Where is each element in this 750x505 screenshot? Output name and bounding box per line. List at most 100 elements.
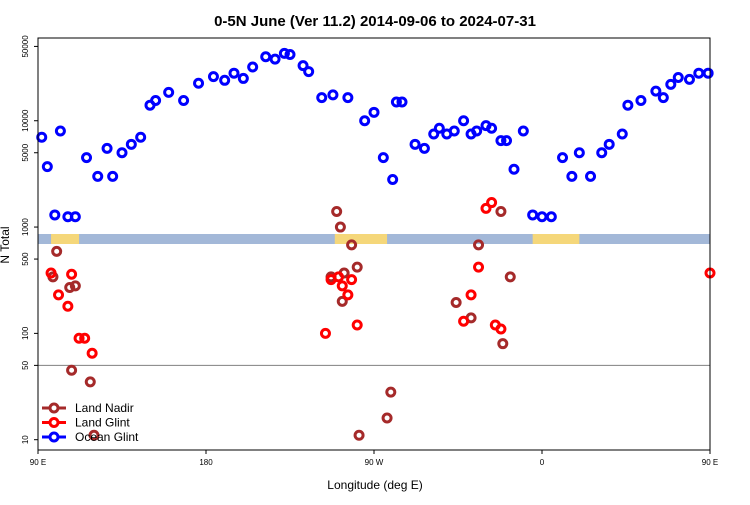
land-nadir-point xyxy=(450,297,462,309)
land-glint-point xyxy=(62,300,74,312)
ocean-glint-point xyxy=(396,96,408,108)
land-strip-1 xyxy=(334,234,388,244)
land-nadir-point xyxy=(84,376,96,388)
ocean-glint-legend-marker xyxy=(48,431,60,443)
ocean-glint-point xyxy=(585,170,597,182)
ocean-glint-point xyxy=(237,72,249,84)
land-nadir-point xyxy=(88,429,100,441)
ocean-glint-point xyxy=(92,170,104,182)
ocean-glint-point xyxy=(228,67,240,79)
y-axis-label: N Total xyxy=(0,226,12,263)
land-glint-point xyxy=(45,267,57,279)
land-glint-point xyxy=(336,280,348,292)
land-nadir-point xyxy=(69,280,81,292)
land-glint-point xyxy=(346,274,358,286)
ocean-glint-point xyxy=(573,147,585,159)
ocean-glint-point xyxy=(390,96,402,108)
ocean-glint-point xyxy=(545,211,557,223)
y-tick-label: 100 xyxy=(21,326,30,340)
ocean-glint-point xyxy=(508,163,520,175)
ocean-glint-point xyxy=(596,147,608,159)
land-nadir-point xyxy=(385,386,397,398)
ocean-glint-point xyxy=(458,115,470,127)
ocean-glint-point xyxy=(693,67,705,79)
land-glint-point xyxy=(73,332,85,344)
x-axis-label: Longitude (deg E) xyxy=(327,478,422,492)
ocean-glint-point xyxy=(125,138,137,150)
land-nadir-point xyxy=(66,364,78,376)
ocean-glint-point xyxy=(101,142,113,154)
y-tick-label: 500 xyxy=(21,252,30,266)
ocean-glint-point xyxy=(702,67,714,79)
y-tick-label: 10000 xyxy=(21,109,30,132)
x-tick-label: 90 E xyxy=(702,458,718,467)
ocean-glint-point xyxy=(284,48,296,60)
land-nadir-point xyxy=(495,206,507,218)
ocean-glint-point xyxy=(207,71,219,83)
data-points xyxy=(36,47,716,441)
land-nadir-point xyxy=(334,221,346,233)
ocean-glint-point xyxy=(428,128,440,140)
ocean-glint-point xyxy=(377,152,389,164)
ocean-glint-point xyxy=(193,77,205,89)
ocean-glint-point xyxy=(603,138,615,150)
ocean-glint-point xyxy=(107,170,119,182)
ocean-glint-point xyxy=(566,170,578,182)
x-tick-label: 0 xyxy=(540,458,545,467)
ocean-glint-point xyxy=(135,131,147,143)
ocean-glint-point xyxy=(316,92,328,104)
ocean-glint-point xyxy=(359,115,371,127)
ocean-glint-point xyxy=(635,94,647,106)
chart-title: 0-5N June (Ver 11.2) 2014-09-06 to 2024-… xyxy=(214,13,536,30)
ocean-glint-point xyxy=(433,122,445,134)
ocean-glint-point xyxy=(260,51,272,63)
ocean-glint-point xyxy=(409,138,421,150)
ocean-glint-point xyxy=(81,152,93,164)
ocean-glint-point xyxy=(471,125,483,137)
land-glint-point xyxy=(486,197,498,209)
ocean-glint-point xyxy=(327,89,339,101)
y-tick-label: 50000 xyxy=(21,35,30,58)
ocean-glint-point xyxy=(665,78,677,90)
ocean-glint-point xyxy=(683,73,695,85)
ocean-glint-point xyxy=(418,142,430,154)
ocean-glint-point xyxy=(269,53,281,65)
land-nadir-point xyxy=(473,239,485,251)
land-nadir-point xyxy=(336,295,348,307)
ocean-glint-point xyxy=(247,61,259,73)
land-glint-point xyxy=(66,268,78,280)
ocean-glint-legend-label: Ocean Glint xyxy=(75,430,139,444)
land-nadir-legend-marker xyxy=(48,402,60,414)
ocean-glint-point xyxy=(303,66,315,78)
ocean-glint-point xyxy=(517,125,529,137)
ocean-glint-point xyxy=(116,147,128,159)
land-nadir-point xyxy=(346,239,358,251)
ocean-glint-point xyxy=(557,152,569,164)
y-tick-label: 10 xyxy=(21,435,30,444)
ocean-glint-point xyxy=(501,135,513,147)
ocean-glint-point xyxy=(448,125,460,137)
land-glint-point xyxy=(53,289,65,301)
ocean-glint-point xyxy=(527,209,539,221)
ocean-glint-point xyxy=(178,94,190,106)
ocean-glint-point xyxy=(163,86,175,98)
ocean-glint-point xyxy=(536,211,548,223)
land-glint-point xyxy=(79,332,91,344)
x-tick-label: 90 E xyxy=(30,458,46,467)
y-tick-label: 50 xyxy=(21,360,30,369)
ocean-glint-point xyxy=(219,74,231,86)
land-nadir-point xyxy=(64,282,76,294)
land-nadir-point xyxy=(504,271,516,283)
ocean-glint-point xyxy=(150,94,162,106)
ocean-glint-point xyxy=(672,72,684,84)
land-nadir-point xyxy=(381,412,393,424)
land-nadir-legend-label: Land Nadir xyxy=(75,401,134,415)
land-nadir-point xyxy=(351,261,363,273)
y-tick-label: 1000 xyxy=(21,218,30,236)
ocean-glint-point xyxy=(278,47,290,59)
ocean-glint-point xyxy=(495,135,507,147)
land-nadir-point xyxy=(497,338,509,350)
